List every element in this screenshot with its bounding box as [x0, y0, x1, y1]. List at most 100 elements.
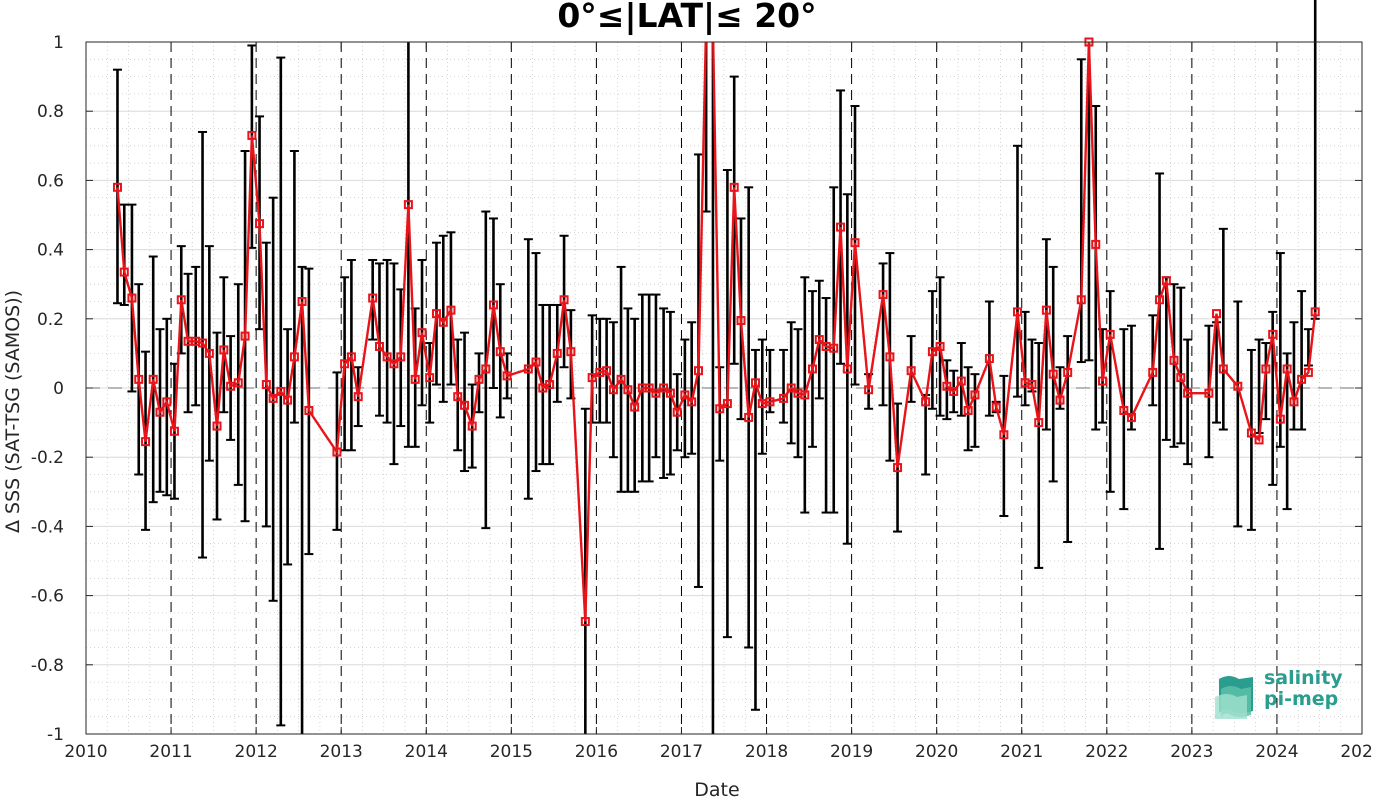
data-point-marker	[991, 402, 1001, 412]
y-tick-label: 0.6	[37, 171, 64, 191]
data-point-marker	[283, 395, 293, 405]
data-point-marker	[340, 359, 350, 369]
data-point-marker	[1169, 355, 1179, 365]
data-point-marker	[247, 130, 257, 140]
data-point-marker	[984, 354, 994, 364]
data-point-marker	[410, 374, 420, 384]
x-tick-label: 2018	[745, 742, 788, 762]
data-point-marker	[1246, 428, 1256, 438]
series-markers	[112, 37, 1320, 627]
data-point-marker	[219, 345, 229, 355]
data-point-marker	[346, 352, 356, 362]
data-point-marker	[1091, 239, 1101, 249]
data-point-marker	[942, 381, 952, 391]
data-point-marker	[665, 388, 675, 398]
data-point-marker	[1126, 412, 1136, 422]
data-point-marker	[523, 364, 533, 374]
data-point-marker	[1297, 374, 1307, 384]
data-point-marker	[1289, 397, 1299, 407]
data-point-marker	[779, 393, 789, 403]
x-tick-label: 2022	[1085, 742, 1128, 762]
data-point-marker	[1254, 435, 1264, 445]
data-point-marker	[566, 347, 576, 357]
data-point-marker	[878, 290, 888, 300]
x-tick-label: 2020	[915, 742, 958, 762]
data-point-marker	[715, 404, 725, 414]
data-point-marker	[1282, 364, 1292, 374]
data-point-marker	[304, 405, 314, 415]
data-point-marker	[198, 338, 208, 348]
y-tick-label: -0.4	[31, 517, 64, 537]
data-point-marker	[127, 293, 137, 303]
data-point-marker	[885, 352, 895, 362]
data-point-marker	[1176, 373, 1186, 383]
x-tick-label: 2016	[575, 742, 618, 762]
data-point-marker	[630, 402, 640, 412]
data-point-marker	[1148, 367, 1158, 377]
data-point-marker	[644, 383, 654, 393]
data-point-marker	[112, 182, 122, 192]
data-point-marker	[212, 421, 222, 431]
data-point-marker	[240, 331, 250, 341]
y-axis-label: Δ SSS (SAT-TSG (SAMOS))	[2, 289, 24, 533]
data-point-marker	[836, 222, 846, 232]
chart-title: 0°≤|LAT|≤ 20°	[557, 0, 817, 35]
y-tick-label: 0.8	[37, 102, 64, 122]
data-point-marker	[1041, 305, 1051, 315]
data-point-marker	[956, 376, 966, 386]
data-point-marker	[927, 347, 937, 357]
data-point-marker	[842, 364, 852, 374]
data-point-marker	[963, 405, 973, 415]
data-point-marker	[921, 397, 931, 407]
x-tick-label: 2013	[320, 742, 363, 762]
data-point-marker	[488, 300, 498, 310]
data-point-marker	[765, 397, 775, 407]
data-point-marker	[552, 348, 562, 358]
data-point-marker	[1303, 367, 1313, 377]
data-point-marker	[729, 182, 739, 192]
data-point-marker	[786, 383, 796, 393]
x-axis-ticks: 2010 2011 2012 2013 2014 2015 2016 2017 2018 2019…	[64, 42, 1374, 762]
data-point-marker	[289, 352, 299, 362]
data-point-marker	[353, 392, 363, 402]
data-point-marker	[481, 364, 491, 374]
data-point-marker	[1212, 309, 1222, 319]
data-point-marker	[1310, 307, 1320, 317]
data-point-marker	[687, 397, 697, 407]
data-point-marker	[1183, 388, 1193, 398]
data-point-marker	[495, 347, 505, 357]
series-line-path	[116, 42, 1317, 622]
y-tick-label: 1	[53, 33, 64, 53]
data-point-marker	[255, 219, 265, 229]
data-point-marker	[1048, 369, 1058, 379]
data-point-marker	[1233, 381, 1243, 391]
logo-wave-icon	[1215, 676, 1253, 719]
data-point-marker	[659, 383, 669, 393]
x-tick-label: 2012	[235, 742, 278, 762]
data-point-marker	[829, 343, 839, 353]
data-point-marker	[814, 335, 824, 345]
data-point-marker	[531, 357, 541, 367]
data-point-marker	[1119, 405, 1129, 415]
data-point-marker	[608, 385, 618, 395]
y-tick-label: 0	[53, 379, 64, 399]
data-point-marker	[119, 267, 129, 277]
data-point-marker	[1261, 364, 1271, 374]
data-point-marker	[800, 390, 810, 400]
data-point-marker	[368, 293, 378, 303]
data-point-marker	[1218, 364, 1228, 374]
x-axis-label: Date	[694, 779, 740, 801]
data-point-marker	[580, 617, 590, 627]
data-point-marker	[672, 407, 682, 417]
data-point-marker	[906, 366, 916, 376]
data-point-marker	[431, 309, 441, 319]
data-point-marker	[148, 374, 158, 384]
x-tick-label: 2021	[1000, 742, 1043, 762]
y-tick-label: -1	[47, 725, 64, 745]
x-tick-label: 2019	[830, 742, 873, 762]
data-point-marker	[453, 392, 463, 402]
data-point-marker	[233, 378, 243, 388]
data-point-marker	[176, 295, 186, 305]
series-line	[116, 42, 1317, 622]
